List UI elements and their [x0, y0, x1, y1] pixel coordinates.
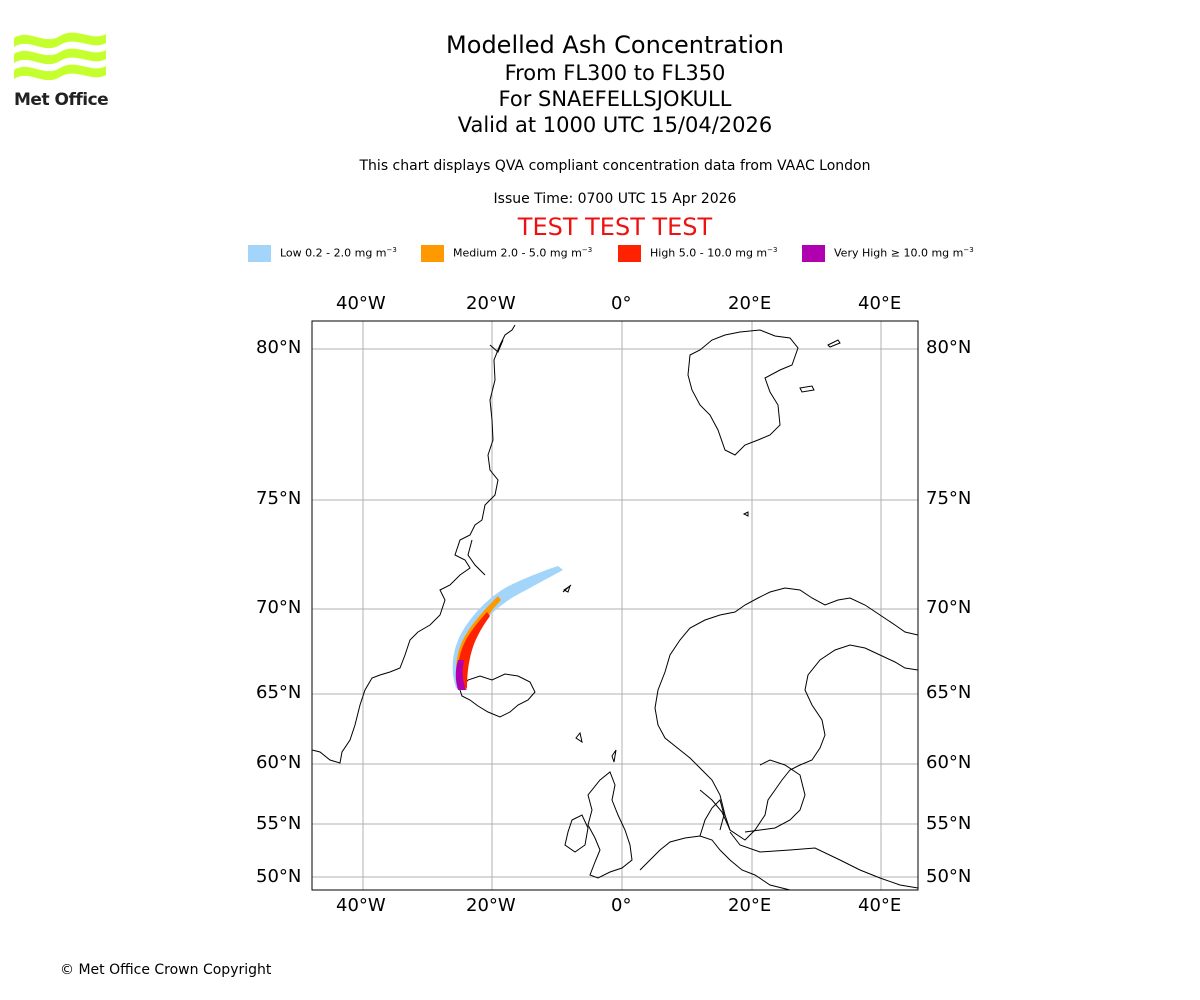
issue-time: Issue Time: 0700 UTC 15 Apr 2026: [493, 191, 737, 207]
lat-label-left-80n: 80°N: [256, 337, 302, 358]
scandinavia: [654, 587, 918, 841]
flight-levels: From FL300 to FL350: [504, 61, 726, 85]
lat-label-right-60n: 60°N: [926, 752, 972, 773]
iceland: [459, 673, 536, 718]
lat-label-right-75n: 75°N: [926, 488, 972, 509]
legend-label-low: Low 0.2 - 2.0 mg m: [280, 246, 387, 260]
lon-label-top-20e: 20°E: [728, 293, 772, 314]
ash-very-high-area: [455, 660, 466, 690]
legend-label-high: High 5.0 - 10.0 mg m: [650, 246, 768, 260]
lat-label-left-50n: 50°N: [256, 866, 302, 887]
valid-time: Valid at 1000 UTC 15/04/2026: [457, 113, 773, 137]
faroe-shetland: [575, 731, 617, 763]
lon-label-top-40e: 40°E: [858, 293, 902, 314]
logo-text: Met Office: [14, 90, 109, 110]
lat-label-left-75n: 75°N: [256, 488, 302, 509]
lon-label-bottom-40e: 40°E: [858, 895, 902, 916]
legend-swatch-high: [618, 245, 641, 262]
chart-title: Modelled Ash Concentration: [446, 31, 784, 59]
met-office-logo: Met Office: [14, 30, 109, 112]
ash-high-area: [457, 612, 490, 688]
legend-swatch-very-high: [802, 245, 825, 262]
legend-label-very-high: Very High ≥ 10.0 mg m: [834, 246, 964, 260]
qva-note: This chart displays QVA compliant concen…: [359, 158, 871, 174]
met-office-waves-icon: [14, 32, 106, 81]
lon-label-top-20w: 20°W: [466, 293, 516, 314]
lon-label-bottom-20w: 20°W: [466, 895, 516, 916]
north-sea-coast: [639, 835, 791, 890]
lon-label-bottom-40w: 40°W: [336, 895, 386, 916]
uk-ireland: [564, 771, 633, 879]
jan-mayen: [562, 584, 572, 593]
map-background: [312, 321, 918, 890]
coastlines: [312, 324, 918, 890]
greenland-coast: [312, 324, 516, 764]
legend-swatch-low: [248, 245, 271, 262]
map-frame: [311, 320, 919, 891]
copyright: © Met Office Crown Copyright: [60, 962, 272, 978]
lon-label-bottom-0: 0°: [611, 895, 632, 916]
lon-label-bottom-20e: 20°E: [728, 895, 772, 916]
jutland: [699, 799, 725, 837]
baltic-coast: [699, 759, 918, 889]
lat-label-left-65n: 65°N: [256, 682, 302, 703]
lat-label-left-70n: 70°N: [256, 597, 302, 618]
volcano-name: For SNAEFELLSJOKULL: [498, 87, 732, 111]
chart-titles: Modelled Ash Concentration From FL300 to…: [0, 30, 1200, 138]
legend-swatch-medium: [421, 245, 444, 262]
lat-label-right-65n: 65°N: [926, 682, 972, 703]
lat-label-left-55n: 55°N: [256, 813, 302, 834]
svalbard: [687, 329, 799, 456]
lat-label-right-80n: 80°N: [926, 337, 972, 358]
lat-label-right-55n: 55°N: [926, 813, 972, 834]
lon-label-top-0: 0°: [611, 293, 632, 314]
greenland-east-coast: [467, 339, 504, 576]
svalbard-islets: [563, 339, 841, 593]
lon-label-top-40w: 40°W: [336, 293, 386, 314]
test-banner: TEST TEST TEST: [517, 213, 713, 241]
lat-label-left-60n: 60°N: [256, 752, 302, 773]
ash-plume: [452, 566, 563, 690]
lat-label-right-70n: 70°N: [926, 597, 972, 618]
legend-label-medium: Medium 2.0 - 5.0 mg m: [453, 246, 582, 260]
lat-label-right-50n: 50°N: [926, 866, 972, 887]
